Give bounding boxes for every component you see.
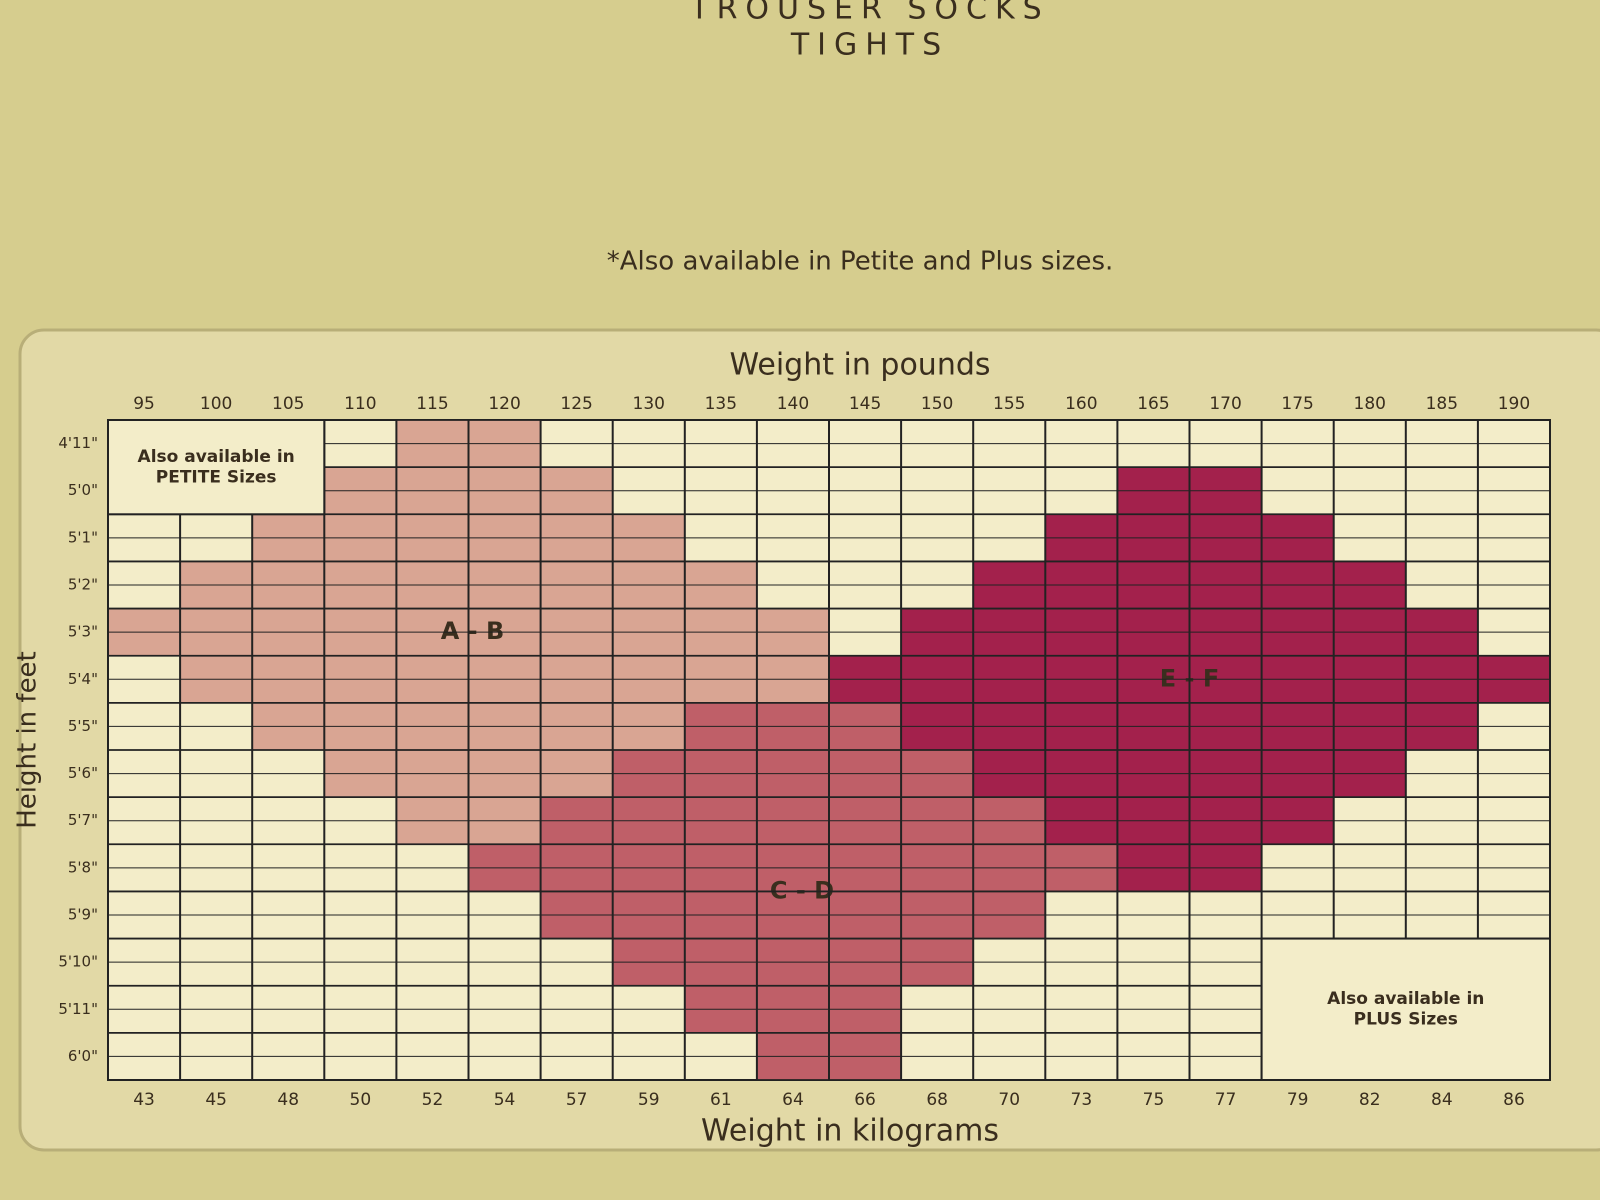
availability-note: *Also available in Petite and Plus sizes… [607,247,1114,277]
height-label: 5'8" [68,858,98,876]
pound-label: 150 [921,394,953,414]
pound-label: 125 [560,394,592,414]
kilogram-label: 66 [854,1090,876,1110]
pound-label: 115 [416,394,448,414]
pound-label: 95 [133,394,155,414]
petite-note-box [107,419,326,516]
kilogram-label: 52 [422,1090,444,1110]
height-label: 6'0" [68,1047,98,1065]
left-axis-title: Height in feet [13,651,43,829]
height-label: 5'0" [68,481,98,499]
pound-label: 135 [705,394,737,414]
kilogram-label: 54 [494,1090,516,1110]
pound-label: 160 [1065,394,1097,414]
height-label: 5'1" [68,528,98,546]
kilogram-label: 57 [566,1090,588,1110]
height-label: 4'11" [58,434,98,452]
pound-label: 120 [488,394,520,414]
plus-note-box [1260,937,1551,1081]
height-label: 5'10" [58,953,98,971]
pound-label: 105 [272,394,304,414]
height-label: 5'7" [68,811,98,829]
top-axis-title: Weight in pounds [729,348,990,383]
region-label: A - B [441,617,505,645]
height-label: 5'6" [68,764,98,782]
kilogram-label: 77 [1215,1090,1237,1110]
pound-label: 165 [1137,394,1169,414]
pound-label: 140 [777,394,809,414]
kilogram-label: 43 [133,1090,155,1110]
kilogram-label: 86 [1503,1090,1525,1110]
kilogram-label: 64 [782,1090,804,1110]
kilogram-label: 68 [926,1090,948,1110]
header-line1: TROUSER SOCKS [689,0,1049,27]
height-label: 5'5" [68,717,98,735]
petite-note: Also available in PETITE Sizes [138,447,295,487]
pound-label: 175 [1281,394,1313,414]
pound-label: 100 [200,394,232,414]
pound-label: 185 [1426,394,1458,414]
kilogram-label: 59 [638,1090,660,1110]
height-label: 5'4" [68,670,98,688]
height-label: 5'11" [58,1000,98,1018]
kilogram-label: 82 [1359,1090,1381,1110]
kilogram-label: 61 [710,1090,732,1110]
pound-label: 145 [849,394,881,414]
kilogram-label: 70 [998,1090,1020,1110]
size-chart: A - BC - DE - F95 100 105 110 115 120 125 130 13… [13,348,1551,1149]
pound-label: 155 [993,394,1025,414]
header-line2: TIGHTS [790,28,949,63]
height-label: 5'9" [68,906,98,924]
kilogram-label: 50 [350,1090,372,1110]
kilogram-label: 45 [205,1090,227,1110]
plus-note: Also available in PLUS Sizes [1327,989,1484,1029]
bottom-axis-title: Weight in kilograms [701,1114,999,1149]
pound-label: 190 [1498,394,1530,414]
region-label: C - D [770,876,834,904]
kilogram-label: 84 [1431,1090,1453,1110]
pound-label: 130 [633,394,665,414]
kilogram-label: 48 [277,1090,299,1110]
height-label: 5'3" [68,623,98,641]
kilogram-label: 73 [1071,1090,1093,1110]
pound-label: 170 [1209,394,1241,414]
height-label: 5'2" [68,576,98,594]
pound-label: 180 [1354,394,1386,414]
pound-label: 110 [344,394,376,414]
kilogram-label: 79 [1287,1090,1309,1110]
kilogram-label: 75 [1143,1090,1165,1110]
